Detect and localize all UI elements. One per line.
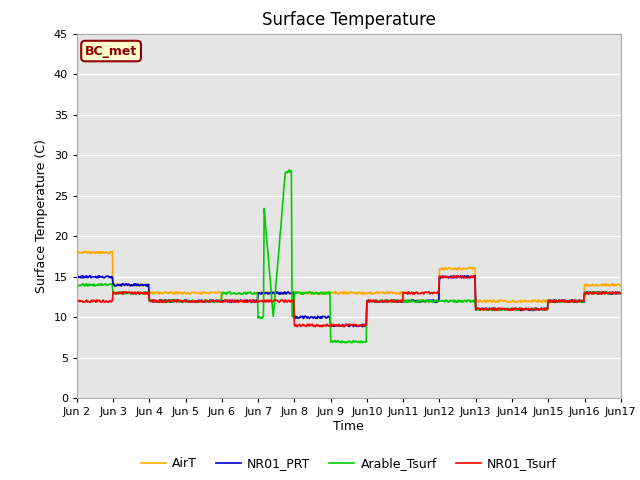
AirT bbox=[223, 297, 231, 303]
NR01_PRT bbox=[432, 300, 440, 305]
NR01_PRT bbox=[223, 298, 231, 304]
Arable_Tsurf bbox=[432, 298, 440, 303]
NR01_Tsurf bbox=[616, 290, 624, 296]
NR01_PRT bbox=[140, 283, 147, 288]
NR01_PRT bbox=[616, 291, 624, 297]
Title: Surface Temperature: Surface Temperature bbox=[262, 11, 436, 29]
Arable_Tsurf bbox=[223, 291, 230, 297]
Y-axis label: Surface Temperature (C): Surface Temperature (C) bbox=[35, 139, 48, 293]
NR01_Tsurf bbox=[431, 290, 439, 296]
NR01_Tsurf bbox=[139, 290, 147, 296]
Line: NR01_Tsurf: NR01_Tsurf bbox=[77, 276, 620, 327]
X-axis label: Time: Time bbox=[333, 420, 364, 433]
NR01_PRT bbox=[86, 273, 93, 278]
NR01_Tsurf bbox=[223, 298, 230, 304]
NR01_PRT bbox=[73, 273, 81, 278]
NR01_PRT bbox=[83, 273, 90, 279]
NR01_Tsurf bbox=[83, 297, 90, 303]
AirT bbox=[140, 282, 147, 288]
NR01_PRT bbox=[195, 297, 202, 303]
AirT bbox=[195, 290, 202, 296]
Arable_Tsurf bbox=[139, 290, 147, 296]
Line: AirT: AirT bbox=[77, 252, 620, 302]
Arable_Tsurf bbox=[616, 290, 624, 296]
AirT bbox=[616, 283, 624, 288]
NR01_Tsurf bbox=[415, 291, 423, 297]
Arable_Tsurf bbox=[342, 340, 349, 346]
Arable_Tsurf bbox=[416, 298, 424, 304]
Legend: AirT, NR01_PRT, Arable_Tsurf, NR01_Tsurf: AirT, NR01_PRT, Arable_Tsurf, NR01_Tsurf bbox=[136, 452, 562, 475]
AirT bbox=[99, 249, 106, 254]
NR01_Tsurf bbox=[454, 273, 462, 278]
NR01_Tsurf bbox=[194, 300, 202, 305]
Line: NR01_PRT: NR01_PRT bbox=[77, 276, 620, 326]
NR01_Tsurf bbox=[73, 299, 81, 304]
NR01_PRT bbox=[416, 298, 424, 303]
AirT bbox=[73, 250, 81, 255]
AirT bbox=[415, 297, 423, 303]
NR01_PRT bbox=[358, 324, 366, 329]
AirT bbox=[431, 298, 439, 303]
Arable_Tsurf bbox=[83, 282, 90, 288]
Arable_Tsurf bbox=[194, 299, 202, 305]
AirT bbox=[83, 249, 90, 254]
AirT bbox=[512, 300, 520, 305]
NR01_Tsurf bbox=[294, 324, 301, 330]
Text: BC_met: BC_met bbox=[85, 45, 137, 58]
Arable_Tsurf bbox=[285, 167, 293, 173]
Line: Arable_Tsurf: Arable_Tsurf bbox=[77, 170, 620, 343]
Arable_Tsurf bbox=[73, 281, 81, 287]
